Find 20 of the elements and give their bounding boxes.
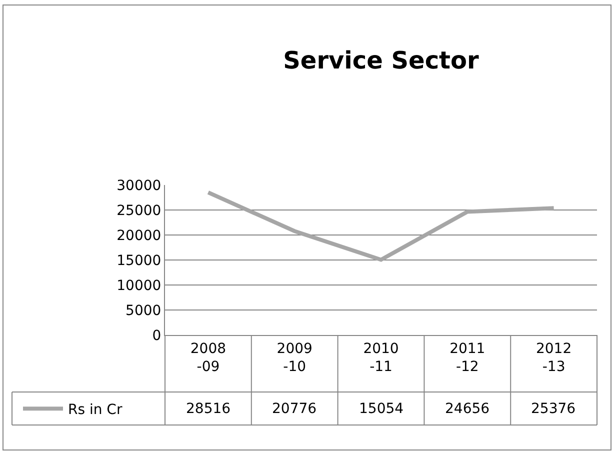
legend-label: Rs in Cr: [68, 402, 122, 418]
x-tick-label: 2012-13: [536, 340, 572, 375]
y-tick-label: 25000: [116, 202, 162, 219]
x-tick-label: 2009-10: [276, 340, 312, 375]
x-tick-label: 2010-11: [363, 340, 399, 375]
y-tick-label: 0: [152, 328, 162, 344]
y-tick-label: 20000: [116, 228, 162, 244]
data-label: 24656: [445, 401, 490, 417]
y-tick-label: 30000: [116, 178, 162, 194]
x-tick-label: 2008-09: [190, 340, 226, 375]
data-label: 25376: [531, 401, 576, 417]
chart-title: Service Sector: [283, 46, 480, 74]
y-tick-label: 10000: [116, 278, 162, 294]
y-tick-label: 5000: [126, 302, 162, 319]
y-tick-label: 15000: [116, 252, 162, 269]
x-tick-label: 2011-12: [450, 340, 486, 375]
line-series: [206, 190, 556, 262]
data-label: 20776: [272, 401, 317, 417]
data-label: 28516: [186, 401, 231, 417]
data-label: 15054: [359, 401, 404, 417]
